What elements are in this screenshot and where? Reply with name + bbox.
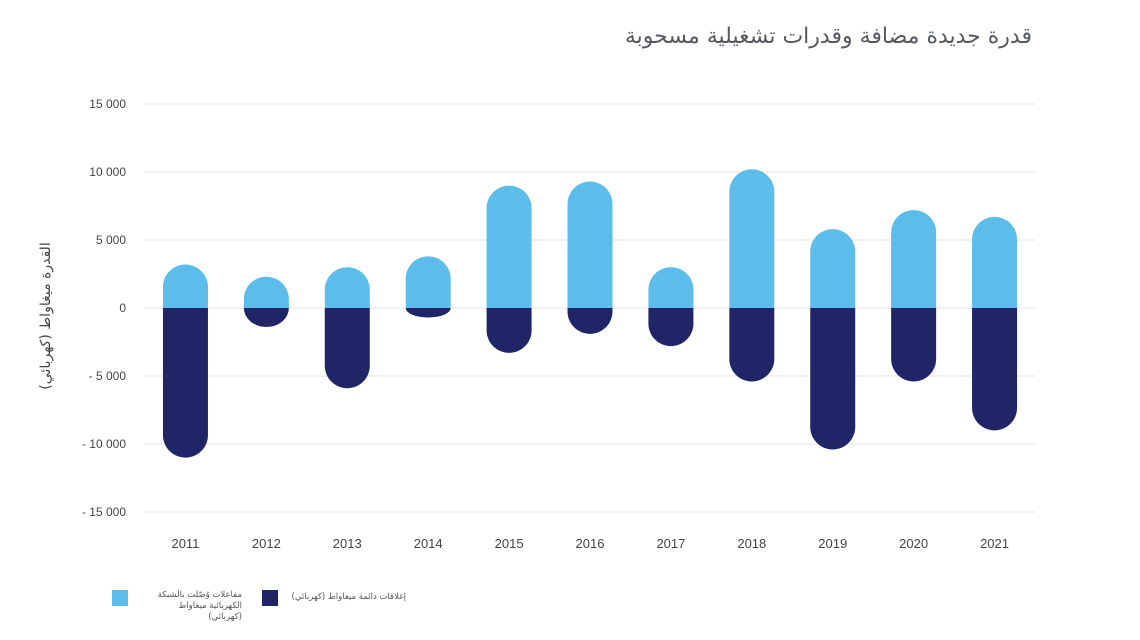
- legend-label-grid-connections: مفاعلات وُصّلت بالشبكة الكهربائية ميغاوا…: [157, 590, 242, 622]
- y-tick-label: - 5 000: [89, 369, 127, 383]
- legend-label-shutdowns: إغلاقات دائمة ميغاواط (كهربائي): [291, 592, 406, 602]
- bar-grid-connections: [810, 229, 856, 308]
- chart-title: قدرة جديدة مضافة وقدرات تشغيلية مسحوبة: [624, 24, 1032, 49]
- y-tick-label: - 15 000: [82, 505, 126, 519]
- bar-grid-connections: [243, 276, 289, 308]
- bar-shutdowns: [810, 308, 856, 450]
- x-tick-label: 2021: [980, 536, 1009, 551]
- bar-grid-connections: [567, 181, 613, 308]
- bar-shutdowns: [729, 308, 775, 382]
- bar-grid-connections: [405, 256, 451, 308]
- bars: [162, 169, 1018, 458]
- x-tick-label: 2018: [737, 536, 766, 551]
- bar-shutdowns: [648, 308, 694, 347]
- legend-item-grid-connections: مفاعلات وُصّلت بالشبكة الكهربائية ميغاوا…: [112, 590, 242, 622]
- bar-grid-connections: [324, 267, 370, 308]
- bar-grid-connections: [648, 267, 694, 308]
- x-tick-label: 2011: [171, 536, 199, 551]
- x-tick-label: 2016: [576, 536, 605, 551]
- x-tick-label: 2014: [414, 536, 443, 551]
- bar-shutdowns: [972, 308, 1018, 431]
- y-tick-label: 5 000: [96, 233, 126, 247]
- x-tick-label: 2020: [899, 536, 928, 551]
- bar-grid-connections: [162, 264, 208, 308]
- legend-item-shutdowns: إغلاقات دائمة ميغاواط (كهربائي): [262, 590, 412, 610]
- x-tick-labels: 2011 2012 2013 2014 2015 2016 2017 2018 2019 2020…: [171, 536, 1009, 551]
- bar-grid-connections: [729, 169, 775, 308]
- bar-shutdowns: [891, 308, 937, 382]
- y-tick-label: - 10 000: [82, 437, 126, 451]
- bar-grid-connections: [972, 216, 1018, 308]
- x-tick-label: 2019: [818, 536, 847, 551]
- x-tick-label: 2015: [495, 536, 524, 551]
- legend-swatch-grid-connections: [112, 590, 128, 606]
- bar-shutdowns: [324, 308, 370, 389]
- y-tick-label: 15 000: [89, 97, 126, 111]
- y-tick-labels: 15 000 10 000 5 000 0 - 5 000 - 10 000 - 15 00…: [82, 97, 126, 519]
- y-tick-label: 10 000: [89, 165, 126, 179]
- bar-shutdowns: [567, 308, 613, 334]
- bar-grid-connections: [486, 185, 532, 308]
- x-tick-label: 2013: [333, 536, 362, 551]
- bar-shutdowns: [486, 308, 532, 353]
- legend-swatch-shutdowns: [262, 590, 278, 606]
- bar-shutdowns: [243, 308, 289, 328]
- bar-grid-connections: [891, 210, 937, 308]
- x-tick-label: 2012: [252, 536, 281, 551]
- bar-shutdowns: [405, 308, 451, 318]
- x-tick-label: 2017: [656, 536, 685, 551]
- y-tick-label: 0: [119, 301, 126, 315]
- bar-shutdowns: [162, 308, 208, 458]
